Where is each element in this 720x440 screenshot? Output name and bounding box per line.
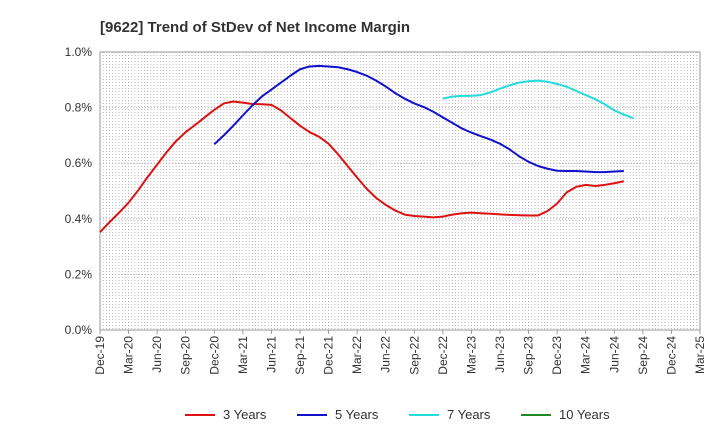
x-tick-label: Sep-24	[636, 336, 650, 375]
y-tick-label: 0.4%	[65, 212, 93, 226]
x-tick-label: Jun-24	[607, 336, 621, 373]
x-tick-label: Dec-20	[207, 336, 221, 375]
x-tick-label: Dec-23	[550, 336, 564, 375]
x-tick-label: Jun-21	[264, 336, 278, 373]
x-tick-label: Sep-22	[407, 336, 421, 375]
x-tick-label: Mar-25	[693, 336, 707, 374]
y-tick-label: 1.0%	[65, 45, 93, 59]
y-axis: 0.0% 0.2% 0.4% 0.6% 0.8% 1.0%	[65, 45, 93, 337]
legend: 3 Years 5 Years 7 Years 10 Years	[185, 407, 610, 422]
x-tick-label: Mar-21	[236, 336, 250, 374]
legend-label: 5 Years	[335, 407, 379, 422]
y-tick-label: 0.2%	[65, 267, 93, 281]
x-tick-label: Dec-21	[322, 336, 336, 375]
x-tick-label: Mar-22	[350, 336, 364, 374]
x-tick-label: Sep-20	[179, 336, 193, 375]
y-tick-label: 0.6%	[65, 156, 93, 170]
y-tick-label: 0.0%	[65, 323, 93, 337]
x-tick-label: Dec-22	[436, 336, 450, 375]
legend-label: 3 Years	[223, 407, 267, 422]
series-group	[99, 64, 634, 233]
x-tick-label: Mar-23	[464, 336, 478, 374]
x-axis: Dec-19 Mar-20 Jun-20 Sep-20 Dec-20 Mar-21 Jun-…	[93, 330, 707, 375]
x-tick-label: Mar-20	[122, 336, 136, 374]
x-tick-label: Jun-20	[150, 336, 164, 373]
x-tick-label: Jun-22	[379, 336, 393, 373]
legend-label: 10 Years	[559, 407, 610, 422]
x-tick-label: Dec-19	[93, 336, 107, 375]
x-tick-label: Sep-23	[522, 336, 536, 375]
x-tick-label: Sep-21	[293, 336, 307, 375]
legend-label: 7 Years	[447, 407, 491, 422]
series-line-7-years	[442, 79, 634, 120]
x-tick-label: Mar-24	[579, 336, 593, 374]
series-line-5-years	[213, 64, 624, 174]
chart-title: [9622] Trend of StDev of Net Income Marg…	[100, 19, 410, 36]
grid	[100, 52, 700, 330]
x-tick-label: Dec-24	[664, 336, 678, 375]
x-tick-label: Jun-23	[493, 336, 507, 373]
series-line-3-years	[99, 100, 625, 233]
plot-area	[99, 51, 701, 331]
y-tick-label: 0.8%	[65, 101, 93, 115]
